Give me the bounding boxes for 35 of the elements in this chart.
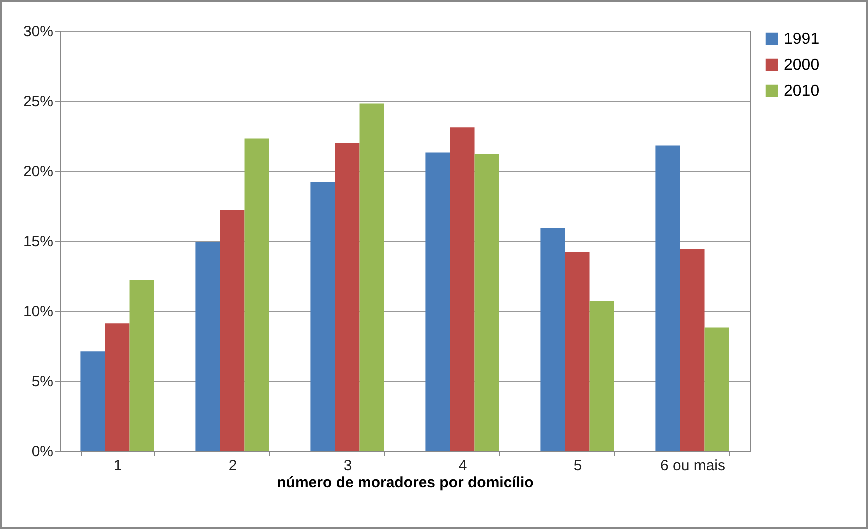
bar [474, 154, 500, 451]
x-tick-label: 1 [114, 458, 122, 474]
legend-label: 2000 [784, 57, 820, 74]
y-tick-label: 15% [23, 234, 54, 250]
y-tick-label: 25% [23, 94, 54, 110]
y-tick-label: 30% [23, 24, 54, 40]
x-axis-title: número de moradores por domicílio [277, 474, 534, 492]
x-tick-label: 2 [228, 458, 238, 474]
y-tick-label: 10% [23, 304, 54, 320]
bar [360, 104, 384, 451]
bar [335, 143, 360, 451]
x-tick-label: 4 [458, 458, 468, 474]
x-tick-label: 3 [344, 458, 352, 474]
x-tick-label: 6 ou mais [660, 458, 726, 474]
bar [196, 242, 220, 451]
bar [680, 249, 705, 451]
bar [80, 352, 106, 451]
bar [220, 210, 245, 451]
bar [310, 182, 336, 451]
bar [540, 228, 566, 451]
y-tick-label: 0% [32, 444, 54, 460]
y-tick-label: 5% [32, 374, 54, 390]
bar [590, 301, 614, 451]
bar [105, 324, 130, 451]
bar [426, 152, 450, 451]
bar [244, 138, 270, 451]
x-tick-label: 5 [574, 458, 582, 474]
y-tick-label: 20% [23, 164, 54, 180]
bar [704, 328, 730, 451]
bar [130, 280, 154, 451]
legend-label: 2010 [784, 83, 820, 100]
bar [450, 128, 475, 451]
legend-label: 1991 [784, 31, 820, 48]
bar [565, 252, 590, 451]
bar [656, 146, 680, 451]
